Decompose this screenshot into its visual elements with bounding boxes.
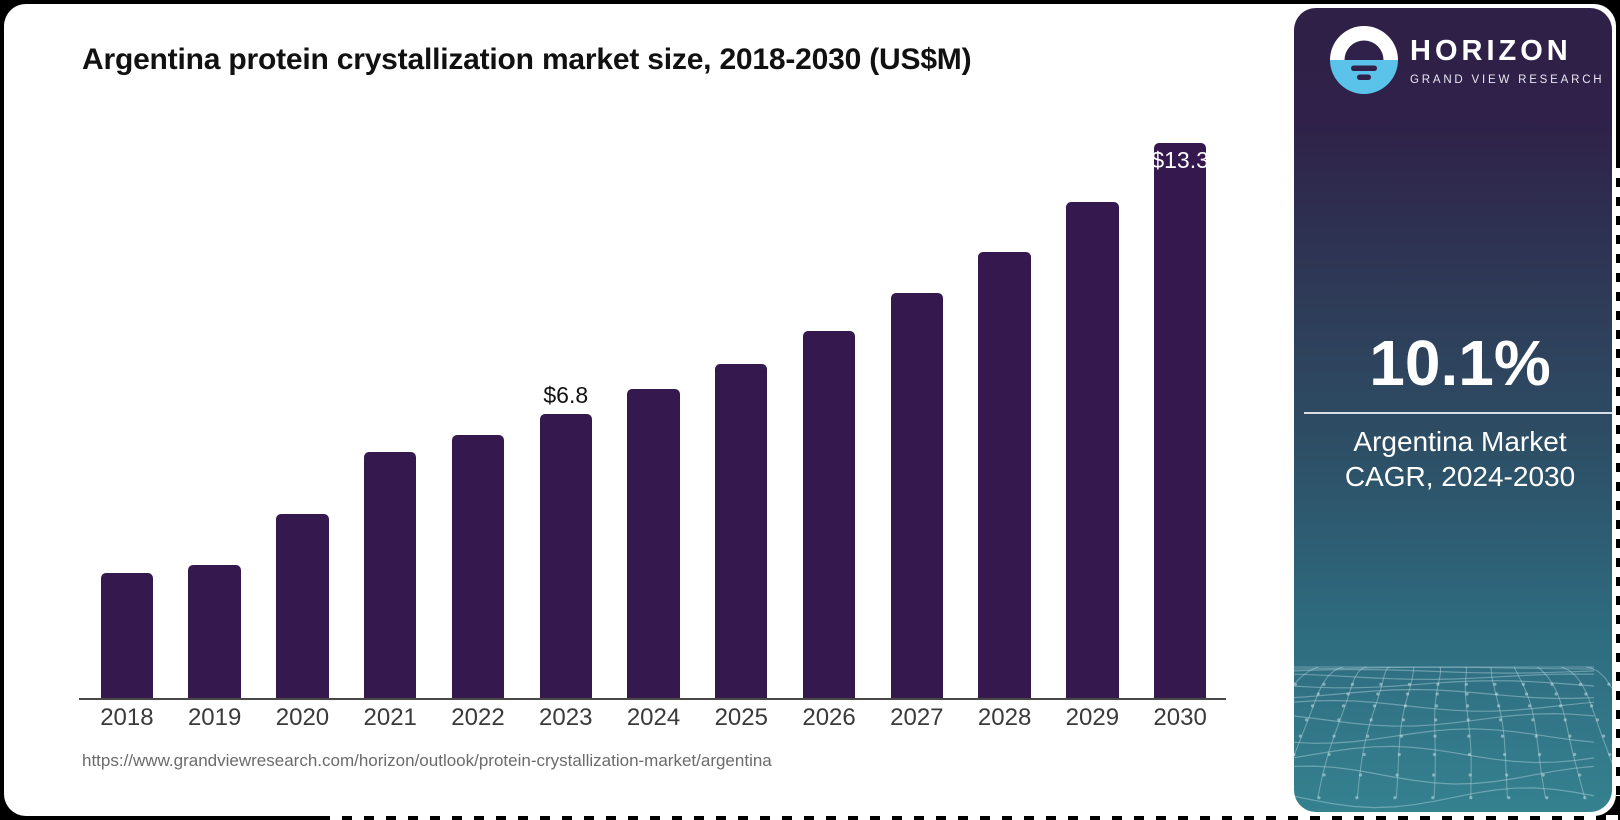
horizon-sunset-circle-icon [1330,26,1398,94]
bar-chart-plot-area: $6.8 $13.3 [79,134,1226,700]
bar-2019 [188,564,241,698]
bar-2018 [100,572,154,698]
dashed-edge-artifact-bottom [330,815,1620,820]
x-tick-2026: 2026 [802,704,856,731]
x-axis-labels: 2018 2019 2020 2021 2022 2023 2024 2025 2026 2027… [79,704,1226,736]
cagr-stat-label-line1: Argentina Market [1353,426,1567,457]
x-tick-2019: 2019 [187,704,242,731]
bar-2024 [627,389,680,698]
brand-logo-row: HORIZON GRAND VIEW RESEARCH [1328,24,1604,96]
bar-2026 [802,330,856,698]
chart-title: Argentina protein crystallization market… [82,43,972,76]
brand-text-block: HORIZON GRAND VIEW RESEARCH [1410,35,1604,86]
bar-2027 [890,293,944,698]
bar-2030 [1153,143,1207,698]
bar-2021 [364,451,417,698]
x-tick-2018: 2018 [100,704,154,731]
cagr-stat-value: 10.1% [1369,327,1551,399]
bar-2028 [978,251,1031,698]
source-url: https://www.grandviewresearch.com/horizo… [82,751,772,770]
x-tick-2022: 2022 [451,704,505,731]
brand-subtitle: GRAND VIEW RESEARCH [1410,73,1605,86]
x-tick-2027: 2027 [890,704,944,731]
bar-2022 [451,435,505,698]
cagr-stat-label-line2: CAGR, 2024-2030 [1344,461,1576,492]
bar-value-label-2030: $13.3 [1151,147,1209,174]
x-tick-2023: 2023 [539,704,593,731]
x-tick-2029: 2029 [1065,704,1120,731]
brand-name: HORIZON [1410,34,1572,67]
x-tick-2024: 2024 [626,704,681,731]
stat-divider-line [1304,412,1612,414]
bar-2023 [539,414,592,698]
x-tick-2028: 2028 [977,704,1032,731]
bar-value-label-2023: $6.8 [543,382,589,409]
dashed-edge-artifact-right [1616,168,1620,796]
x-tick-2020: 2020 [275,704,330,731]
x-tick-2021: 2021 [363,704,417,731]
bar-2029 [1066,201,1119,698]
bar-2020 [276,514,329,698]
x-tick-2030: 2030 [1153,704,1207,731]
brand-panel: HORIZON GRAND VIEW RESEARCH 10.1% Argent… [1294,8,1612,812]
bar-2025 [715,364,768,698]
x-tick-2025: 2025 [714,704,768,731]
wave-grid-pattern [1294,666,1612,809]
